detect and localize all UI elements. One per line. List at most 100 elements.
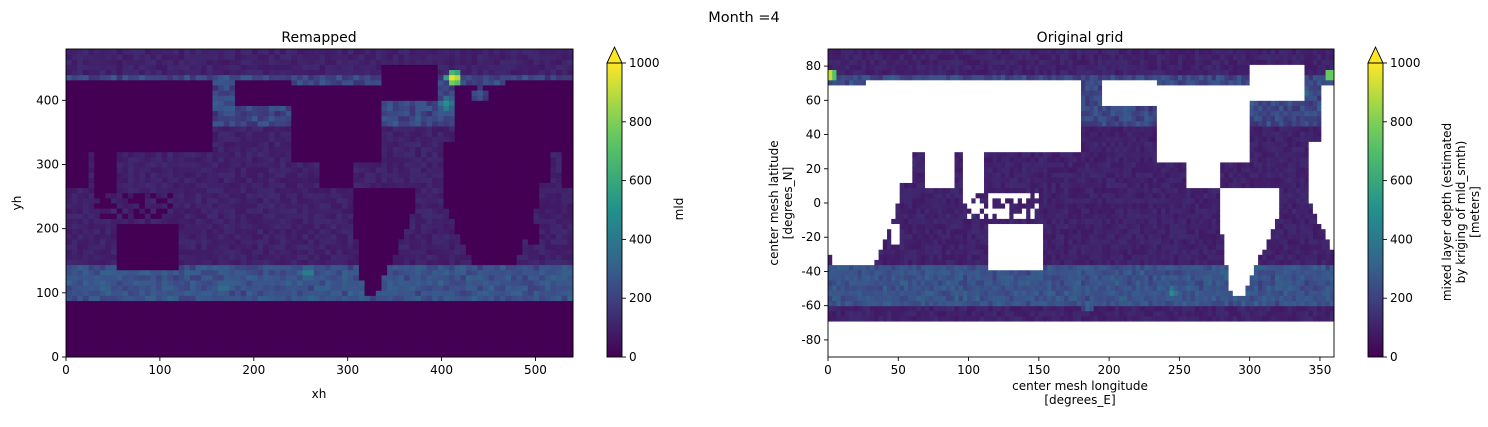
heatmap-cell	[336, 208, 343, 214]
heatmap-cell	[82, 249, 90, 255]
heatmap-cell	[167, 167, 174, 173]
heatmap-cell	[409, 259, 416, 266]
heatmap-cell	[66, 100, 73, 106]
heatmap-cell	[133, 151, 140, 158]
heatmap-cell	[296, 203, 304, 209]
heatmap-cell	[178, 100, 185, 106]
heatmap-cell	[342, 295, 349, 302]
heatmap-cell	[94, 100, 101, 106]
heatmap-cell	[409, 161, 416, 168]
heatmap-cell	[499, 95, 506, 101]
heatmap-cell	[99, 244, 106, 250]
heatmap-cell	[246, 213, 253, 219]
heatmap-cell	[161, 69, 168, 76]
heatmap-cell	[353, 254, 360, 260]
heatmap-cell	[212, 336, 219, 343]
heatmap-cell	[358, 167, 366, 173]
heatmap-cell	[156, 326, 163, 332]
heatmap-cell	[494, 146, 501, 153]
heatmap-cell	[415, 269, 422, 276]
heatmap-cell	[274, 167, 281, 173]
heatmap-cell	[522, 197, 529, 204]
heatmap-cell	[454, 151, 461, 158]
heatmap-cell	[184, 326, 191, 332]
heatmap-cell	[257, 274, 264, 281]
heatmap-cell	[195, 172, 202, 178]
heatmap-cell	[178, 213, 185, 219]
heatmap-cell	[122, 90, 129, 96]
heatmap-cell	[77, 54, 84, 60]
heatmap-cell	[375, 141, 382, 148]
heatmap-cell	[308, 351, 315, 358]
heatmap-cell	[150, 218, 157, 225]
heatmap-cell	[212, 264, 219, 271]
heatmap-cell	[246, 64, 253, 71]
heatmap-cell	[465, 310, 473, 317]
heatmap-cell	[94, 74, 101, 81]
heatmap-cell	[280, 259, 287, 266]
heatmap-cell	[420, 331, 428, 337]
heatmap-cell	[127, 203, 135, 209]
heatmap-cell	[325, 105, 332, 112]
heatmap-cell	[139, 161, 146, 168]
heatmap-cell	[336, 244, 343, 250]
heatmap-cell	[415, 197, 422, 204]
heatmap-cell	[415, 336, 422, 343]
heatmap-cell	[139, 264, 146, 271]
heatmap-cell	[167, 95, 174, 101]
heatmap-cell	[88, 254, 95, 260]
heatmap-cell	[167, 351, 174, 358]
heatmap-cell	[122, 187, 129, 194]
heatmap-cell	[251, 172, 259, 178]
heatmap-cell	[212, 259, 219, 266]
heatmap-cell	[88, 64, 95, 71]
heatmap-cell	[268, 197, 275, 204]
heatmap-cell	[291, 213, 298, 219]
heatmap-cell	[499, 161, 506, 168]
heatmap-cell	[77, 95, 84, 101]
heatmap-cell	[246, 295, 253, 302]
heatmap-cell	[66, 290, 73, 296]
heatmap-cell	[268, 177, 275, 183]
heatmap-cell	[71, 244, 78, 250]
heatmap-cell	[511, 305, 518, 312]
heatmap-cell	[122, 208, 129, 214]
heatmap-cell	[223, 172, 230, 178]
heatmap-cell	[66, 218, 73, 225]
heatmap-cell	[105, 238, 112, 245]
heatmap-cell	[522, 182, 529, 189]
heatmap-cell	[280, 126, 287, 132]
heatmap-cell	[94, 192, 101, 199]
heatmap-cell	[505, 336, 512, 343]
heatmap-cell	[94, 197, 101, 204]
heatmap-cell	[336, 346, 343, 353]
heatmap-cell	[257, 310, 264, 317]
heatmap-cell	[330, 351, 337, 358]
heatmap-cell	[218, 300, 225, 307]
heatmap-cell	[516, 90, 523, 96]
heatmap-cell	[482, 238, 489, 245]
heatmap-cell	[99, 208, 106, 214]
heatmap-cell	[381, 187, 388, 194]
heatmap-cell	[139, 54, 146, 60]
heatmap-cell	[246, 233, 253, 240]
heatmap-cell	[330, 274, 337, 281]
heatmap-cell	[443, 336, 450, 343]
heatmap-cell	[358, 120, 366, 127]
heatmap-cell	[364, 59, 371, 65]
heatmap-cell	[105, 161, 112, 168]
heatmap-cell	[144, 315, 151, 322]
heatmap-cell	[364, 187, 371, 194]
heatmap-cell	[195, 259, 202, 266]
heatmap-cell	[505, 341, 512, 348]
heatmap-cell	[443, 223, 450, 230]
heatmap-cell	[189, 95, 197, 101]
heatmap-cell	[454, 218, 461, 225]
heatmap-cell	[511, 197, 518, 204]
heatmap-cell	[358, 182, 366, 189]
heatmap-cell	[364, 351, 371, 358]
heatmap-cell	[122, 136, 129, 142]
heatmap-cell	[319, 233, 326, 240]
heatmap-cell	[437, 100, 444, 106]
heatmap-cell	[449, 315, 456, 322]
